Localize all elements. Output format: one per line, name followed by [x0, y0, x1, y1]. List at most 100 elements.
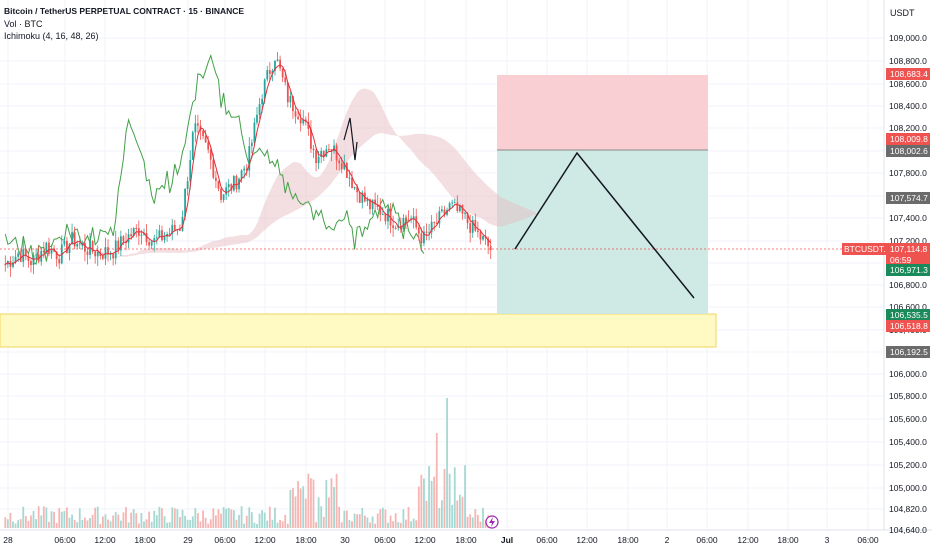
candle-body	[37, 254, 40, 262]
volume-bar	[343, 510, 346, 528]
volume-bar	[42, 506, 45, 528]
volume-bar	[191, 516, 194, 528]
candle-body	[299, 119, 302, 124]
candle-body	[143, 233, 145, 235]
volume-bar	[207, 523, 210, 528]
volume-bar	[405, 519, 407, 528]
candle-body	[204, 136, 207, 143]
candle-body	[202, 130, 204, 137]
lightning-event-icon[interactable]	[485, 515, 499, 529]
candle-body	[45, 242, 48, 253]
candle-body	[281, 68, 284, 78]
volume-bar	[399, 522, 402, 528]
volume-bar	[317, 497, 320, 528]
candle-body	[271, 70, 274, 74]
volume-bar	[312, 479, 315, 528]
candle-body	[353, 186, 356, 189]
candle-body	[443, 209, 446, 215]
candle-body	[482, 235, 484, 240]
volume-bar	[289, 490, 292, 528]
price-axis-tick: 107,800.0	[889, 168, 927, 178]
candle-body	[268, 70, 271, 74]
volume-bar	[453, 467, 456, 528]
volume-bar	[89, 518, 91, 528]
volume-bar	[19, 519, 22, 528]
volume-bar	[32, 510, 35, 528]
volume-bar	[482, 507, 484, 528]
candle-body	[312, 148, 315, 151]
price-tag-entry-top: 108,009.8	[886, 133, 930, 145]
candle-body	[307, 121, 310, 129]
candle-body	[66, 240, 68, 254]
volume-bar	[466, 516, 469, 528]
projection-path-drawing[interactable]	[514, 151, 695, 299]
volume-bar	[253, 522, 256, 528]
currency-label[interactable]: USDT	[890, 8, 915, 18]
candle-body	[189, 159, 192, 182]
candle-body	[310, 128, 312, 149]
ichimoku-legend[interactable]: Ichimoku (4, 16, 48, 26)	[4, 31, 99, 41]
volume-bar	[284, 514, 287, 528]
support-zone[interactable]	[0, 313, 717, 348]
volume-bar	[101, 516, 104, 528]
volume-legend[interactable]: Vol · BTC	[4, 19, 43, 29]
volume-bar	[155, 515, 158, 528]
volume-bar	[158, 506, 161, 528]
volume-bar	[84, 517, 86, 528]
volume-bar	[179, 517, 181, 528]
volume-bar	[297, 481, 299, 528]
small-zigzag-drawing[interactable]	[343, 117, 358, 161]
volume-bar	[256, 523, 258, 528]
volume-bar	[307, 473, 310, 528]
volume-bar	[279, 520, 282, 528]
volume-bar	[402, 509, 405, 528]
candle-body	[374, 199, 377, 205]
price-axis-tick: 104,820.0	[889, 504, 927, 514]
symbol-title[interactable]: Bitcoin / TetherUS PERPETUAL CONTRACT · …	[4, 6, 245, 16]
price-axis[interactable]: 109,000.0 108,800.0 108,600.0 108,400.0 108,…	[889, 33, 927, 535]
candle-body	[376, 204, 379, 207]
volume-bar	[245, 515, 248, 528]
volume-bar	[122, 512, 125, 528]
volume-bar	[78, 508, 81, 528]
volume-bar	[220, 513, 222, 528]
volume-bar	[471, 517, 474, 528]
volume-bar	[366, 517, 369, 528]
candle-body	[338, 160, 341, 164]
candle-body	[348, 177, 351, 179]
volume-bar	[345, 510, 348, 528]
volume-bar	[217, 509, 220, 528]
time-axis[interactable]: 28 06:00 12:00 18:00 29 06:00 12:00 18:00 30 06:0…	[3, 535, 879, 545]
time-axis-tick: 06:00	[857, 535, 879, 545]
time-axis-tick: 06:00	[536, 535, 558, 545]
candle-body	[76, 244, 79, 247]
candle-body	[35, 254, 38, 256]
candle-body	[222, 194, 225, 200]
time-axis-tick: 2	[665, 535, 670, 545]
stop-loss-zone[interactable]	[497, 75, 708, 150]
volume-bar	[469, 514, 472, 528]
candle-body	[240, 170, 243, 179]
volume-bar	[48, 521, 50, 528]
price-tag-take-profit: 106,535.5	[886, 309, 930, 321]
candle-body	[119, 236, 122, 251]
volume-bar	[225, 508, 228, 528]
candle-body	[250, 142, 253, 147]
svg-text:108,002.6: 108,002.6	[890, 146, 928, 156]
volume-bar	[148, 511, 151, 528]
candle-body	[284, 77, 287, 83]
volume-bar	[17, 520, 20, 528]
svg-text:106,535.5: 106,535.5	[890, 310, 928, 320]
candle-body	[94, 251, 97, 257]
volume-bar	[371, 516, 374, 528]
volume-bar	[35, 519, 38, 528]
volume-bar	[119, 520, 122, 528]
volume-bar	[315, 522, 317, 528]
price-axis-tick: 106,800.0	[889, 280, 927, 290]
volume-bar	[109, 521, 112, 528]
take-profit-zone[interactable]	[497, 150, 708, 314]
time-axis-tick: 12:00	[576, 535, 598, 545]
volume-bar	[248, 507, 251, 528]
